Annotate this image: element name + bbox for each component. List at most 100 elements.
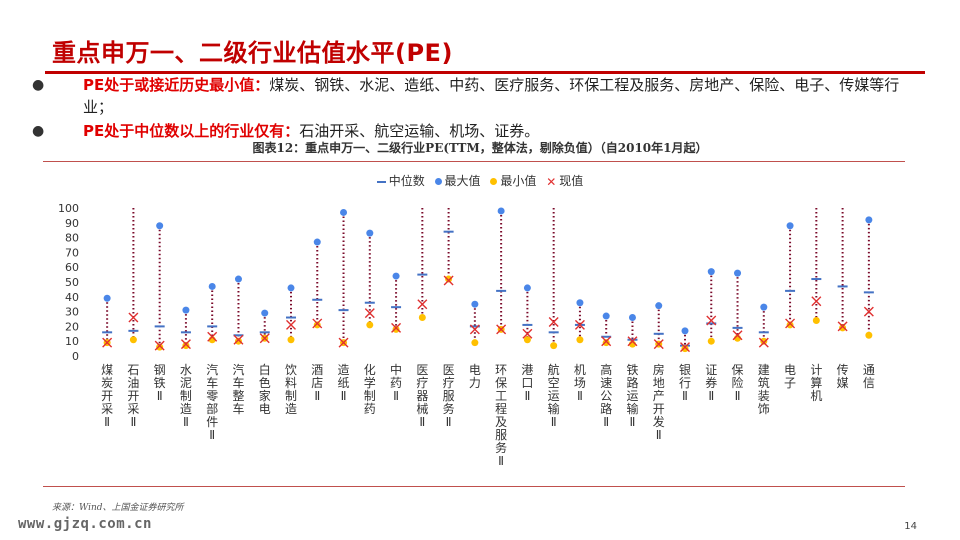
- category-label: 银行 Ⅱ: [679, 363, 691, 403]
- y-tick-label: 100: [58, 202, 79, 215]
- current-point: [785, 318, 796, 329]
- website-label: www.gjzq.com.cn: [18, 516, 152, 532]
- legend-label: 现值: [559, 174, 584, 188]
- category-label: 铁路运输 Ⅱ: [626, 363, 638, 429]
- min-point: [234, 337, 242, 345]
- max-point: [366, 229, 374, 237]
- page-title: 重点申万一、二级行业估值水平(PE): [52, 39, 453, 67]
- category-label: 保险 Ⅱ: [732, 363, 744, 403]
- min-point: [445, 275, 453, 283]
- max-point: [734, 269, 742, 277]
- category-label: 医疗器械 Ⅱ: [416, 363, 428, 429]
- current-point: [837, 321, 848, 332]
- max-point: [865, 216, 873, 224]
- max-point: [103, 294, 111, 302]
- y-tick-label: 90: [65, 217, 79, 230]
- current-cross-icon: ✕: [546, 174, 557, 189]
- bullet-item: ● PE处于或接近历史最小值：煤炭、钢铁、水泥、造纸、中药、医疗服务、环保工程及…: [30, 74, 920, 118]
- current-point: [102, 337, 113, 348]
- min-point: [786, 321, 794, 329]
- max-point: [497, 207, 505, 215]
- min-point: [602, 339, 610, 347]
- current-point: [811, 296, 822, 307]
- bullet-dot-icon: ●: [32, 123, 45, 139]
- max-dot-icon: [434, 178, 442, 185]
- category-label: 建筑装饰: [758, 363, 770, 416]
- legend-item-min: 最小值: [490, 172, 536, 189]
- current-point: [233, 334, 244, 345]
- chart-bottom-rule: [43, 486, 905, 487]
- max-point: [523, 284, 531, 292]
- source-note: 来源：Wind、上国金证券研究所: [52, 503, 184, 513]
- max-point: [156, 222, 164, 230]
- max-point: [287, 284, 295, 292]
- category-label: 医疗服务 Ⅱ: [443, 363, 455, 429]
- chart-top-rule: [43, 161, 905, 162]
- min-point: [313, 321, 321, 329]
- max-point: [628, 314, 636, 322]
- legend-item-median: 中位数: [376, 172, 425, 189]
- category-label: 港口 Ⅱ: [521, 363, 533, 403]
- max-point: [208, 282, 216, 290]
- y-tick-label: 0: [72, 350, 79, 363]
- category-label: 白色家电: [259, 362, 271, 416]
- max-point: [655, 302, 663, 310]
- min-point: [156, 343, 164, 351]
- current-point: [863, 306, 874, 317]
- legend-item-current: ✕ 现值: [546, 172, 583, 189]
- min-point: [681, 345, 689, 353]
- min-point: [839, 324, 847, 332]
- min-point: [576, 336, 584, 344]
- bullet-item: ● PE处于中位数以上的行业仅有：石油开采、航空运输、机场、证券。: [30, 120, 920, 142]
- category-label: 水泥制造 Ⅱ: [180, 363, 192, 429]
- category-label: 证券 Ⅱ: [705, 363, 717, 403]
- max-point: [576, 299, 584, 307]
- current-point: [732, 330, 743, 341]
- category-label: 通信: [863, 363, 875, 390]
- current-point: [443, 275, 454, 286]
- max-point: [313, 238, 321, 246]
- min-dot-icon: [490, 178, 498, 185]
- min-point: [760, 337, 768, 345]
- current-point: [338, 337, 349, 348]
- current-point: [496, 324, 507, 335]
- current-point: [391, 322, 402, 333]
- min-point: [287, 336, 295, 344]
- current-point: [469, 324, 480, 335]
- max-point: [471, 300, 479, 308]
- current-point: [128, 312, 139, 323]
- category-label: 机场 Ⅱ: [574, 363, 586, 403]
- legend-label: 中位数: [388, 174, 425, 188]
- max-point: [602, 312, 610, 320]
- chart-legend: 中位数 最大值 最小值 ✕ 现值: [0, 172, 960, 189]
- current-point: [574, 319, 585, 330]
- min-point: [366, 321, 374, 329]
- y-tick-label: 20: [65, 320, 79, 333]
- y-tick-label: 30: [65, 306, 79, 319]
- category-label: 化学制药: [364, 363, 376, 416]
- current-point: [417, 299, 428, 310]
- category-label: 电力: [469, 363, 481, 390]
- y-tick-label: 70: [65, 246, 79, 259]
- category-label: 航空运输 Ⅱ: [548, 362, 560, 429]
- current-point: [180, 339, 191, 350]
- page-number: 14: [904, 521, 917, 532]
- max-point: [681, 327, 689, 335]
- current-point: [286, 319, 296, 330]
- max-point: [760, 303, 768, 311]
- bullet-highlight: PE处于中位数以上的行业仅有：: [83, 122, 300, 140]
- current-point: [706, 315, 717, 326]
- bullet-dot-icon: ●: [32, 77, 45, 93]
- median-dash-icon: [376, 180, 386, 183]
- max-point: [182, 306, 190, 314]
- min-point: [550, 342, 558, 350]
- current-point: [154, 340, 165, 351]
- y-tick-label: 50: [65, 276, 79, 289]
- category-label: 钢铁 Ⅱ: [154, 363, 166, 403]
- max-point: [234, 275, 242, 283]
- legend-label: 最小值: [500, 174, 537, 188]
- bullet-list: ● PE处于或接近历史最小值：煤炭、钢铁、水泥、造纸、中药、医疗服务、环保工程及…: [30, 74, 920, 142]
- current-point: [207, 331, 218, 342]
- min-point: [523, 336, 531, 344]
